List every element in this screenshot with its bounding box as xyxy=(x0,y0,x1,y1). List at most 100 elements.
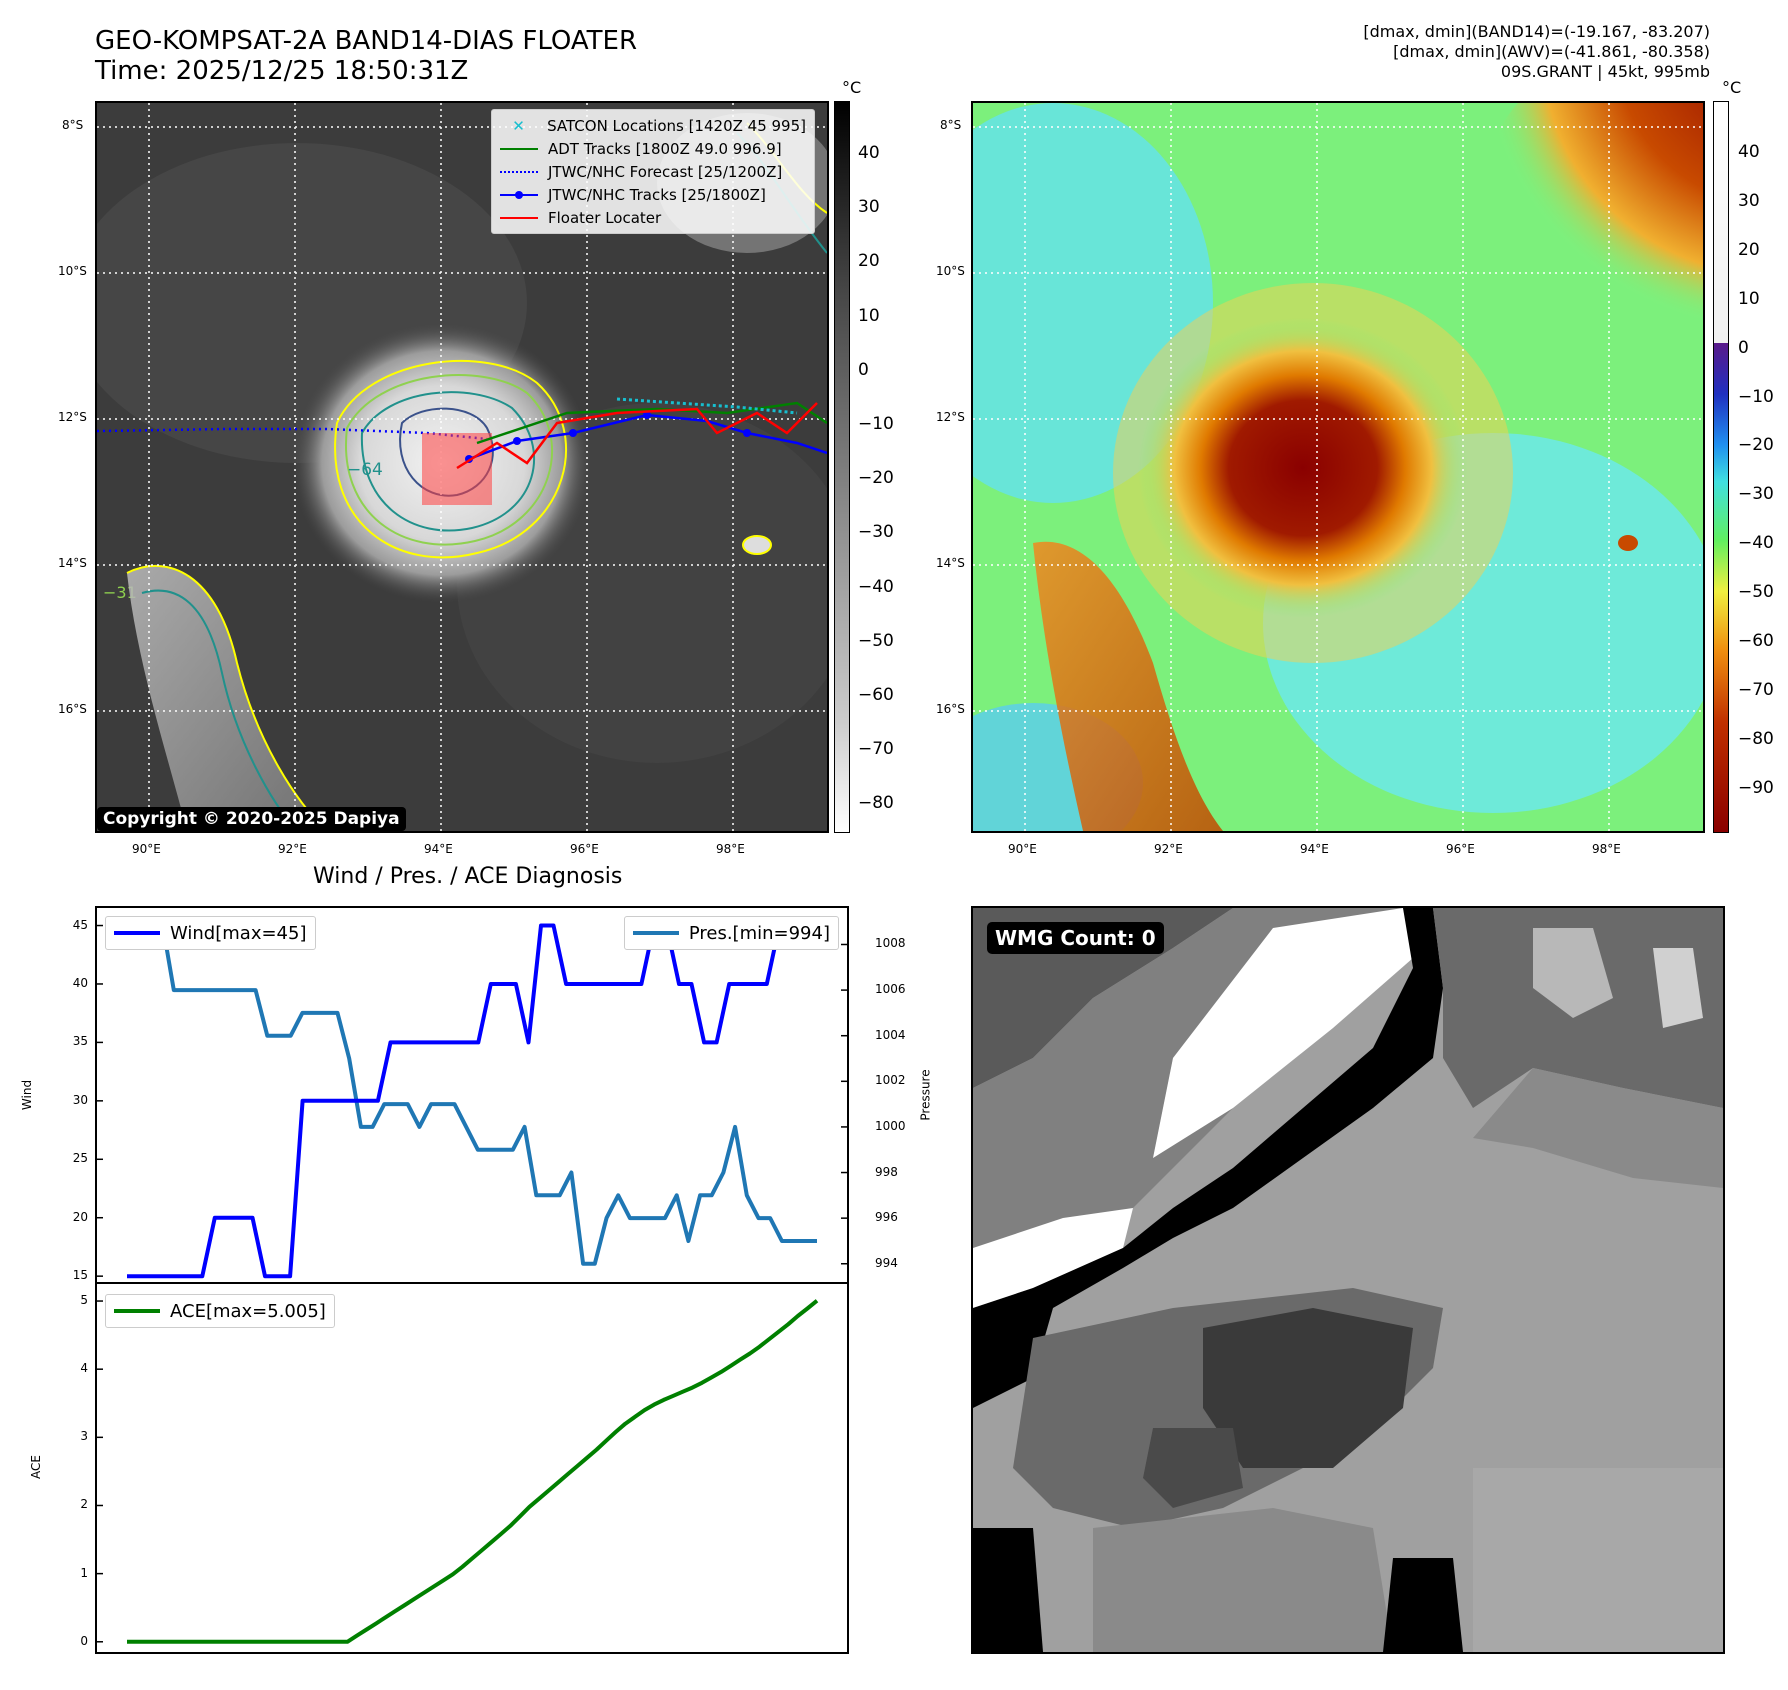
colorbar-tick: −20 xyxy=(1738,435,1774,456)
axis-tick: 1002 xyxy=(875,1073,906,1088)
colorbar-tick: −10 xyxy=(858,414,894,434)
colorbar-tick: 0 xyxy=(858,359,869,380)
colorbar-tick: −30 xyxy=(858,522,894,543)
lon-tick: 92°E xyxy=(1154,842,1183,856)
colorbar-tick: −50 xyxy=(1738,582,1774,603)
colorbar-tick: −60 xyxy=(858,685,894,705)
colorbar-unit: °C xyxy=(1722,78,1742,97)
map-legend: ✕ SATCON Locations [1420Z 45 995] ADT Tr… xyxy=(491,109,815,234)
colorbar-tick: −10 xyxy=(1738,386,1774,407)
wmg-panel: WMG Count: 0 xyxy=(971,906,1725,1654)
pres-legend: Pres.[min=994] xyxy=(623,916,839,950)
adt-track xyxy=(476,401,827,445)
axis-tick: 30 xyxy=(72,1092,88,1107)
lat-tick: 12°S xyxy=(936,410,965,424)
ace-panel: ACE[max=5.005] xyxy=(95,1282,849,1654)
colorbar-tick: 30 xyxy=(858,197,880,218)
axis-tick: 1006 xyxy=(875,982,906,997)
legend-item-jtwc: JTWC/NHC Tracks [25/1800Z] xyxy=(500,183,806,206)
axis-tick: 40 xyxy=(72,975,88,990)
legend-item-adt: ADT Tracks [1800Z 49.0 996.9] xyxy=(500,137,806,160)
lat-tick: 14°S xyxy=(936,556,965,570)
wind-line xyxy=(127,923,817,1279)
colorbar-tick: 40 xyxy=(858,143,880,163)
colorbar-tick: 30 xyxy=(1738,190,1760,211)
colorbar-tick: 10 xyxy=(858,305,880,326)
copyright-label: Copyright © 2020-2025 Dapiya xyxy=(97,807,406,831)
floater-box xyxy=(422,433,492,505)
pres-legend-swatch xyxy=(632,931,679,935)
lat-tick: 10°S xyxy=(936,264,965,278)
axis-tick: 25 xyxy=(72,1151,88,1166)
wind-pres-panel: Wind[max=45] Pres.[min=994] xyxy=(95,906,849,1284)
lon-tick: 94°E xyxy=(424,842,453,856)
colorbar-tick: 40 xyxy=(1738,142,1760,162)
wind-legend-swatch xyxy=(114,931,160,935)
lat-tick: 8°S xyxy=(62,118,84,132)
info-line3: 09S.GRANT | 45kt, 995mb xyxy=(1500,62,1710,81)
ace-legend-swatch xyxy=(114,1309,160,1313)
color-map-gridlines xyxy=(973,103,1703,831)
storm-core xyxy=(1138,318,1468,618)
contour-label-2: −31 xyxy=(103,583,137,602)
colorbar-tick: 10 xyxy=(1738,288,1760,309)
colorbar-tick: −40 xyxy=(1738,533,1774,554)
axis-tick: 0 xyxy=(80,1633,88,1648)
axis-tick: 996 xyxy=(875,1210,898,1225)
map-gridlines xyxy=(97,103,827,831)
colorbar-color xyxy=(1713,101,1729,833)
axis-tick: 45 xyxy=(72,917,88,932)
colorbar-tick: −90 xyxy=(1738,777,1774,798)
lon-tick: 98°E xyxy=(1592,842,1621,856)
pressure-line xyxy=(127,919,817,1266)
axis-tick: 998 xyxy=(875,1164,898,1179)
axis-tick: 3 xyxy=(80,1429,88,1444)
lon-tick: 96°E xyxy=(1446,842,1475,856)
color-map-panel xyxy=(971,101,1705,833)
jtwc-track xyxy=(468,413,827,461)
colorbar-unit: °C xyxy=(842,78,862,97)
satcon-locations xyxy=(616,397,798,415)
axis-tick: 5 xyxy=(80,1293,88,1308)
colorbar-tick: 0 xyxy=(1738,337,1749,358)
axis-tick: 994 xyxy=(875,1255,898,1270)
ace-chart xyxy=(97,1299,819,1644)
colorbar-tick: −50 xyxy=(858,630,894,651)
axis-tick: 15 xyxy=(72,1268,88,1283)
legend-item-floater: Floater Locater xyxy=(500,206,806,229)
title-line1: GEO-KOMPSAT-2A BAND14-DIAS FLOATER xyxy=(95,26,638,56)
axis-tick: 1 xyxy=(80,1565,88,1580)
lat-tick: 10°S xyxy=(58,264,87,278)
colorbar-tick: −20 xyxy=(858,468,894,489)
colorbar-tick: −70 xyxy=(858,739,894,760)
lon-tick: 98°E xyxy=(716,842,745,856)
colorbar-tick: −60 xyxy=(1738,631,1774,651)
ace-axis-label: ACE xyxy=(28,1455,43,1479)
color-map-svg xyxy=(973,103,1703,831)
axis-tick: 2 xyxy=(80,1497,88,1512)
colorbar-tick: 20 xyxy=(858,251,880,272)
colorbar-tick: −80 xyxy=(1738,728,1774,749)
axis-tick: 35 xyxy=(72,1034,88,1049)
legend-item-satcon: ✕ SATCON Locations [1420Z 45 995] xyxy=(512,116,806,135)
info-line1: [dmax, dmin](BAND14)=(-19.167, -83.207) xyxy=(1363,22,1710,41)
lat-tick: 12°S xyxy=(58,410,87,424)
lon-tick: 96°E xyxy=(570,842,599,856)
colorbar-tick: −30 xyxy=(1738,484,1774,505)
contour-label: −64 xyxy=(347,460,383,480)
axis-tick: 1008 xyxy=(875,936,906,951)
lat-tick: 16°S xyxy=(58,702,87,716)
pres-axis-label: Pressure xyxy=(918,1069,933,1121)
lon-tick: 94°E xyxy=(1300,842,1329,856)
axis-tick: 20 xyxy=(72,1209,88,1224)
title-line2: Time: 2025/12/25 18:50:31Z xyxy=(95,56,469,86)
legend-item-forecast: JTWC/NHC Forecast [25/1200Z] xyxy=(500,160,806,183)
lat-tick: 14°S xyxy=(58,556,87,570)
colorbar-tick: −40 xyxy=(858,576,894,597)
wmg-image xyxy=(973,908,1723,1652)
wind-legend: Wind[max=45] xyxy=(105,916,316,950)
wmg-count-label: WMG Count: 0 xyxy=(987,922,1164,954)
ace-line xyxy=(127,1299,819,1644)
colorbar-tick: 20 xyxy=(1738,239,1760,260)
wind-axis-label: Wind xyxy=(20,1079,35,1111)
